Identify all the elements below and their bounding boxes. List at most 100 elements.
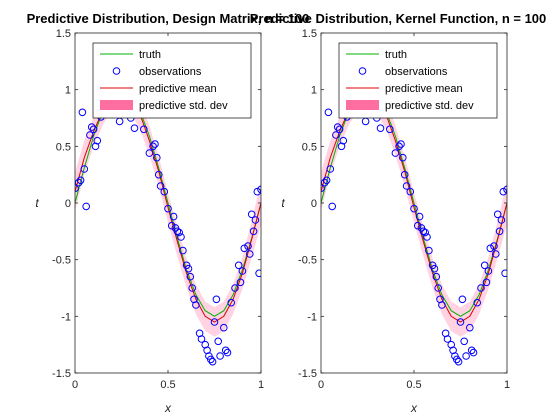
observation-point <box>164 204 172 213</box>
legend-std-swatch <box>100 100 133 110</box>
observation-point <box>247 210 256 219</box>
observation-point <box>197 335 206 343</box>
y-tick-label: 0 <box>311 198 317 210</box>
observation-point <box>160 187 169 196</box>
observation-point <box>421 228 430 237</box>
observation-point <box>227 298 235 307</box>
observation-point <box>249 227 258 236</box>
y-tick-label: 1.5 <box>56 28 71 40</box>
observation-point <box>484 267 493 275</box>
observation-point <box>430 264 439 273</box>
observation-point <box>220 323 228 332</box>
observation-point <box>395 142 403 151</box>
observation-point <box>87 123 96 131</box>
observation-point <box>466 323 474 332</box>
x-tick-label: 1 <box>258 379 264 391</box>
observation-point <box>434 284 443 292</box>
observation-point <box>473 298 482 307</box>
chart-2: -1.5 -1 -0.5 0 0.5 1 1.5 0 0.5 1 x t truth observatio… <box>281 28 510 415</box>
observation-point <box>80 165 89 173</box>
legend-entry: predictive std. dev <box>385 100 474 112</box>
observation-point <box>462 352 470 360</box>
legend-entry: predictive mean <box>139 83 217 95</box>
observation-point <box>91 142 100 151</box>
legend-entry: predictive mean <box>385 83 463 95</box>
observation-point <box>493 210 502 219</box>
observation-point <box>458 295 467 304</box>
observation-point <box>231 284 239 292</box>
observation-point <box>207 355 215 364</box>
observation-point <box>503 185 507 194</box>
observation-point <box>82 202 90 211</box>
x-tick-label: 0 <box>318 379 324 391</box>
observation-point <box>186 272 195 281</box>
y-tick-label: -1.5 <box>52 368 71 380</box>
observation-point <box>501 269 507 278</box>
observation-point <box>151 140 159 148</box>
observation-point <box>432 272 441 281</box>
y-tick-label: 0 <box>65 198 71 210</box>
y-tick-label: -1 <box>61 311 71 323</box>
legend-entry: observations <box>139 66 202 78</box>
observation-point <box>335 125 344 134</box>
observation-point <box>175 228 183 237</box>
observation-point <box>173 227 182 236</box>
legend-observations-swatch <box>112 67 121 75</box>
y-axis-label: t <box>281 196 285 210</box>
observation-point <box>482 278 491 287</box>
observation-point <box>214 337 222 346</box>
observation-point <box>153 153 161 162</box>
legend: truth observations predictive mean predicti… <box>338 42 498 119</box>
observation-point <box>169 212 178 221</box>
x-tick-label: 0.5 <box>406 379 421 391</box>
y-tick-label: 1 <box>311 85 317 97</box>
x-tick-label: 0 <box>72 379 78 391</box>
observation-point <box>438 301 446 309</box>
observation-point <box>179 246 187 255</box>
x-tick-label: 1 <box>504 379 510 391</box>
chart-2-title: Predictive Distribution, Kernel Function… <box>250 11 547 26</box>
observation-point <box>399 153 407 162</box>
legend-entry: observations <box>385 66 448 78</box>
observation-point <box>89 125 98 134</box>
observation-point <box>410 204 418 213</box>
observation-point <box>477 284 485 292</box>
observation-point <box>130 124 139 132</box>
x-axis-label: x <box>164 401 172 415</box>
legend-entry: truth <box>139 49 161 61</box>
observation-point <box>326 165 335 173</box>
observation-point <box>339 136 348 145</box>
observation-point <box>75 184 79 193</box>
observation-point <box>497 216 506 224</box>
observation-point <box>453 355 461 364</box>
observation-point <box>376 124 385 132</box>
observation-point <box>156 182 165 190</box>
observation-point <box>413 221 422 230</box>
observation-point <box>423 233 431 241</box>
y-tick-label: 0.5 <box>302 141 317 153</box>
observation-point <box>216 352 224 360</box>
observation-point <box>76 176 85 185</box>
observation-point <box>255 269 261 278</box>
observation-point <box>240 244 249 253</box>
observation-point <box>460 337 469 346</box>
observation-point <box>333 123 342 131</box>
observation-point <box>495 227 504 236</box>
observation-point <box>184 264 193 273</box>
observation-point <box>321 178 329 187</box>
y-tick-label: 1.5 <box>302 28 317 40</box>
observation-point <box>257 185 261 194</box>
chart-1-title: Predictive Distribution, Design Matrix, … <box>27 11 310 26</box>
legend-entry: predictive std. dev <box>139 100 228 112</box>
observation-point <box>145 149 154 157</box>
observation-point <box>486 244 495 253</box>
y-axis-label: t <box>35 196 39 210</box>
y-tick-label: 0.5 <box>56 141 71 153</box>
observation-point <box>236 278 245 287</box>
observation-point <box>208 357 217 366</box>
observation-point <box>223 348 232 357</box>
legend-observations-swatch <box>358 67 367 75</box>
y-tick-label: -0.5 <box>52 255 71 267</box>
observation-point <box>93 136 102 145</box>
